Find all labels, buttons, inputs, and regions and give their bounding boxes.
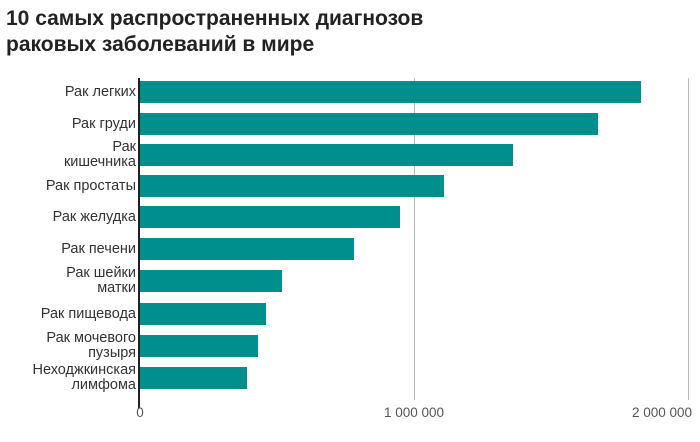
bar [140,206,400,228]
bar [140,144,513,166]
bar [140,335,258,357]
chart-title: 10 самых распространенных диагнозов рако… [6,6,423,58]
bar [140,113,598,135]
title-line-2: раковых заболеваний в мире [6,33,315,56]
category-label: Рак мочевого пузыря [46,330,136,361]
category-label: Рак пищевода [40,306,136,322]
bar [140,303,266,325]
gridline-1m [414,78,415,400]
bar [140,238,354,260]
category-label: Рак легких [64,84,136,100]
bar [140,81,641,103]
x-tick-0: 0 [136,405,144,420]
gridline-2m [688,78,689,400]
category-label: Рак кишечника [63,139,136,170]
bar [140,270,282,292]
category-label: Неходжкинская лимфома [32,362,137,393]
category-label: Рак простаты [45,178,136,194]
bar [140,367,247,389]
category-label: Рак печени [61,241,136,257]
category-label: Рак груди [71,116,136,132]
y-axis-line [138,78,140,408]
x-tick-1m: 1 000 000 [383,405,445,420]
bar [140,175,444,197]
x-tick-2m: 2 000 000 [631,405,693,420]
category-label: Рак желудка [52,209,136,225]
category-label: Рак шейки матки [66,265,136,296]
title-line-1: 10 самых распространенных диагнозов [6,7,424,30]
